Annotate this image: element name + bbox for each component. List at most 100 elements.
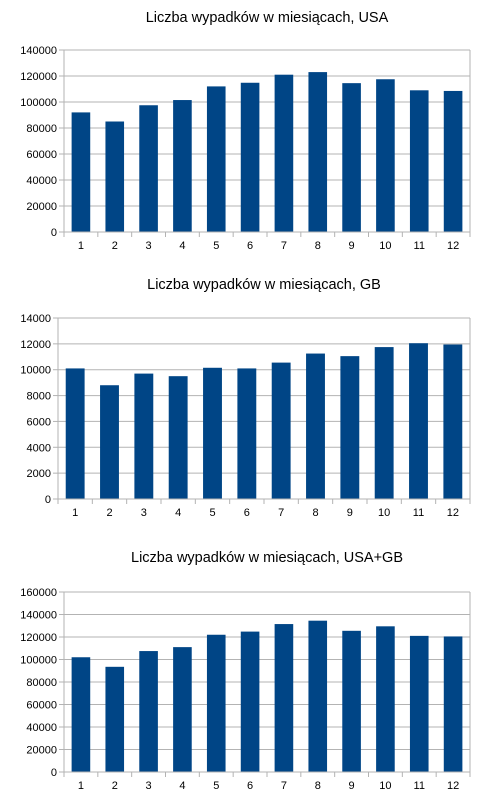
x-tick-label: 4 xyxy=(179,780,185,792)
y-tick-label: 6000 xyxy=(27,416,51,428)
bar-month-7 xyxy=(274,74,294,232)
bar-month-5 xyxy=(206,634,226,772)
x-tick-label: 3 xyxy=(141,507,147,519)
x-tick-label: 5 xyxy=(213,780,219,792)
bar-month-1 xyxy=(71,657,91,772)
x-tick-label: 7 xyxy=(281,780,287,792)
y-tick-label: 10000 xyxy=(20,365,51,377)
x-tick-label: 5 xyxy=(213,240,219,252)
bar-month-8 xyxy=(308,620,328,772)
x-tick-label: 4 xyxy=(175,507,181,519)
bar-month-3 xyxy=(139,651,158,772)
bar-month-12 xyxy=(443,636,463,772)
x-tick-label: 9 xyxy=(349,780,355,792)
bar-month-7 xyxy=(271,362,291,499)
x-tick-label: 1 xyxy=(78,780,84,792)
y-tick-label: 140000 xyxy=(20,610,57,622)
x-tick-label: 3 xyxy=(146,780,152,792)
bar-month-10 xyxy=(376,79,395,232)
bar-month-12 xyxy=(443,344,463,499)
x-tick-label: 11 xyxy=(414,780,425,792)
bar-month-1 xyxy=(65,368,85,499)
chart-usa-gb: Liczba wypadków w miesiącach, USA+GB 0 200… xyxy=(20,550,471,792)
bar-month-10 xyxy=(376,626,395,772)
x-tick-label: 6 xyxy=(247,240,253,252)
bar-month-7 xyxy=(274,624,294,772)
x-tick-label: 6 xyxy=(247,780,253,792)
bar-month-2 xyxy=(100,385,119,499)
x-tick-label: 2 xyxy=(106,507,112,519)
y-tick-label: 120000 xyxy=(20,71,57,83)
x-tick-label: 4 xyxy=(179,240,185,252)
chart-gb: Liczba wypadków w miesiącach, GB 0 2000 400… xyxy=(20,277,471,519)
chart-usa: Liczba wypadków w miesiącach, USA 0 20000 4… xyxy=(20,10,471,252)
y-tick-label: 12000 xyxy=(20,339,51,351)
x-tick-label: 12 xyxy=(447,780,459,792)
x-tick-label: 10 xyxy=(379,780,391,792)
x-tick-label: 11 xyxy=(414,240,425,252)
x-tick-label: 12 xyxy=(447,240,459,252)
bar-month-10 xyxy=(374,347,394,499)
y-tick-label: 80000 xyxy=(26,123,57,135)
y-tick-label: 100000 xyxy=(20,97,57,109)
x-tick-label: 12 xyxy=(447,507,459,519)
y-tick-label: 20000 xyxy=(26,745,57,757)
x-tick-label: 9 xyxy=(349,240,355,252)
bar-month-2 xyxy=(105,121,125,232)
x-tick-label: 8 xyxy=(315,780,321,792)
y-tick-label: 4000 xyxy=(27,442,51,454)
chart-title: Liczba wypadków w miesiącach, USA xyxy=(146,10,389,26)
bar-month-11 xyxy=(409,635,429,772)
y-tick-label: 100000 xyxy=(20,655,57,667)
y-tick-label: 0 xyxy=(45,494,51,506)
bar-month-4 xyxy=(168,376,188,499)
bar-month-11 xyxy=(409,90,429,232)
x-tick-label: 5 xyxy=(209,507,215,519)
bar-month-8 xyxy=(306,353,325,499)
x-tick-label: 2 xyxy=(112,780,118,792)
bar-month-9 xyxy=(342,83,361,233)
bar-month-6 xyxy=(240,631,260,772)
y-tick-label: 0 xyxy=(51,767,57,779)
bar-month-2 xyxy=(105,666,125,772)
y-tick-label: 80000 xyxy=(26,677,57,689)
y-tick-label: 14000 xyxy=(20,313,51,325)
x-tick-label: 9 xyxy=(347,507,353,519)
x-tick-label: 1 xyxy=(72,507,78,519)
bar-month-9 xyxy=(340,356,360,499)
bar-month-4 xyxy=(173,100,192,232)
y-tick-label: 120000 xyxy=(20,632,57,644)
x-tick-label: 2 xyxy=(112,240,118,252)
bar-month-11 xyxy=(409,343,428,499)
bar-month-4 xyxy=(173,647,192,772)
x-tick-label: 7 xyxy=(278,507,284,519)
bar-month-6 xyxy=(237,368,257,499)
x-tick-label: 1 xyxy=(78,240,84,252)
y-tick-label: 2000 xyxy=(27,468,51,480)
y-tick-label: 0 xyxy=(51,227,57,239)
x-tick-label: 8 xyxy=(312,507,318,519)
x-tick-label: 11 xyxy=(413,507,424,519)
bar-month-1 xyxy=(71,112,91,232)
x-tick-label: 6 xyxy=(244,507,250,519)
x-tick-label: 10 xyxy=(378,507,390,519)
x-tick-label: 8 xyxy=(315,240,321,252)
x-tick-label: 3 xyxy=(146,240,152,252)
bar-month-3 xyxy=(134,373,154,499)
y-tick-label: 140000 xyxy=(20,45,57,57)
y-tick-label: 8000 xyxy=(27,391,51,403)
bar-month-6 xyxy=(240,82,260,232)
bar-month-9 xyxy=(342,630,361,772)
y-tick-label: 160000 xyxy=(20,587,57,599)
y-tick-label: 20000 xyxy=(26,201,57,213)
y-tick-label: 60000 xyxy=(26,700,57,712)
bar-month-5 xyxy=(206,86,226,233)
y-tick-label: 40000 xyxy=(26,722,57,734)
bar-month-3 xyxy=(139,105,158,232)
chart-title: Liczba wypadków w miesiącach, USA+GB xyxy=(131,550,403,566)
bar-month-8 xyxy=(308,72,328,232)
x-tick-label: 10 xyxy=(379,240,391,252)
chart-title: Liczba wypadków w miesiącach, GB xyxy=(147,277,381,293)
bar-month-12 xyxy=(443,90,463,232)
